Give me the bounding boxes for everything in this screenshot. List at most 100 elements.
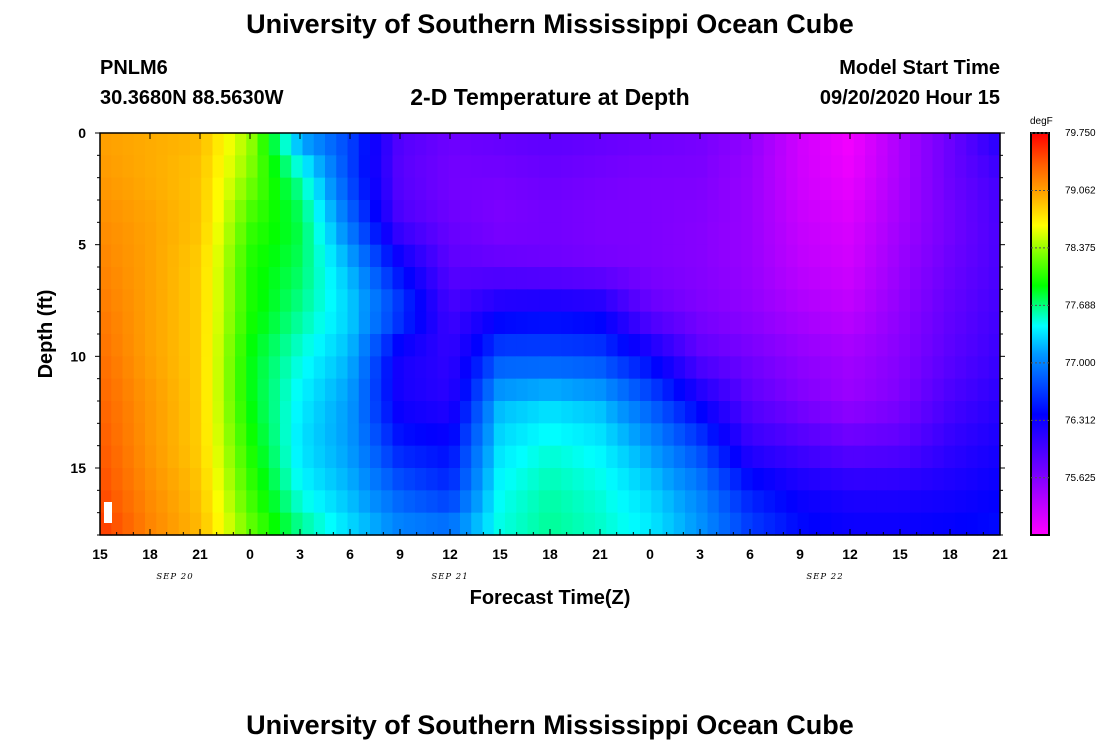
heatmap-cell — [302, 423, 315, 447]
heatmap-cell — [190, 423, 202, 447]
heatmap-cell — [696, 155, 709, 179]
heatmap-cell — [190, 490, 202, 514]
heatmap-cell — [370, 267, 382, 290]
heatmap-cell — [302, 378, 315, 402]
heatmap-cell — [426, 222, 439, 246]
heatmap-cell — [538, 512, 551, 536]
heatmap-cell — [167, 200, 180, 223]
heatmap-cell — [246, 401, 259, 424]
heatmap-cell — [943, 267, 956, 290]
heatmap-cell — [358, 378, 371, 402]
heatmap-cell — [561, 244, 574, 268]
heatmap-cell — [280, 445, 292, 469]
heatmap-cell — [527, 311, 540, 335]
heatmap-cell — [437, 222, 450, 246]
heatmap-cell — [381, 289, 394, 313]
heatmap-cell — [313, 289, 326, 313]
heatmap-cell — [268, 200, 281, 223]
heatmap-cell — [786, 334, 799, 357]
heatmap-cell — [685, 468, 697, 491]
heatmap-cell — [876, 356, 889, 380]
heatmap-cell — [111, 334, 124, 357]
heatmap-cell — [955, 222, 967, 246]
heatmap-cell — [561, 490, 574, 514]
heatmap-cell — [741, 244, 754, 268]
heatmap-cell — [595, 490, 607, 514]
heatmap-cell — [910, 378, 922, 402]
heatmap-cell — [280, 267, 292, 290]
heatmap-cell — [156, 512, 169, 536]
heatmap-cell — [527, 155, 540, 179]
heatmap-cell — [415, 334, 427, 357]
heatmap-cell — [167, 267, 180, 290]
heatmap-cell — [482, 468, 495, 491]
heatmap-cell — [257, 222, 270, 246]
heatmap-cell — [842, 334, 855, 357]
heatmap-cell — [730, 133, 742, 156]
heatmap-cell — [808, 356, 821, 380]
heatmap-cell — [707, 200, 720, 223]
heatmap-cell — [898, 490, 911, 514]
heatmap-cell — [257, 468, 270, 491]
heatmap-cell — [325, 334, 337, 357]
heatmap-cell — [685, 378, 697, 402]
heatmap-cell — [122, 267, 135, 290]
heatmap-cell — [820, 177, 832, 201]
heatmap-cell — [190, 334, 202, 357]
heatmap-cell — [662, 177, 675, 201]
heatmap-cell — [505, 133, 517, 156]
heatmap-cell — [516, 468, 529, 491]
heatmap-cell — [640, 289, 652, 313]
heatmap-cell — [268, 378, 281, 402]
heatmap-cell — [876, 267, 889, 290]
x-tick-label: 6 — [346, 546, 354, 562]
heatmap-cell — [842, 289, 855, 313]
heatmap-cell — [707, 289, 720, 313]
heatmap-cell — [887, 311, 900, 335]
heatmap-cell — [662, 512, 675, 536]
heatmap-cell — [955, 490, 967, 514]
heatmap-cell — [685, 445, 697, 469]
heatmap-cell — [100, 334, 112, 357]
heatmap-cell — [493, 423, 506, 447]
heatmap-cell — [673, 222, 686, 246]
heatmap-cell — [730, 200, 742, 223]
heatmap-cell — [617, 445, 630, 469]
heatmap-cell — [550, 244, 562, 268]
heatmap-cell — [347, 512, 360, 536]
heatmap-cell — [775, 200, 787, 223]
heatmap-cell — [527, 356, 540, 380]
heatmap-cell — [606, 378, 619, 402]
heatmap-cell — [741, 222, 754, 246]
heatmap-cell — [595, 133, 607, 156]
heatmap-cell — [268, 490, 281, 514]
heatmap-cell — [415, 177, 427, 201]
heatmap-cell — [167, 445, 180, 469]
heatmap-cell — [707, 222, 720, 246]
heatmap-cell — [640, 423, 652, 447]
heatmap-cell — [977, 222, 990, 246]
heatmap-cell — [910, 468, 922, 491]
heatmap-cell — [763, 200, 776, 223]
heatmap-cell — [932, 155, 945, 179]
heatmap-cell — [786, 490, 799, 514]
heatmap-cell — [426, 155, 439, 179]
heatmap-cell — [808, 267, 821, 290]
heatmap-cell — [133, 401, 146, 424]
heatmap-cell — [448, 267, 461, 290]
heatmap-cell — [448, 289, 461, 313]
heatmap-cell — [673, 311, 686, 335]
heatmap-cell — [201, 445, 214, 469]
heatmap-cell — [302, 155, 315, 179]
heatmap-cell — [100, 311, 112, 335]
heatmap-cell — [212, 445, 225, 469]
heatmap-cell — [628, 133, 641, 156]
heatmap-cell — [178, 445, 191, 469]
heatmap-cell — [460, 133, 472, 156]
heatmap-cell — [325, 468, 337, 491]
x-tick-label: 3 — [696, 546, 704, 562]
heatmap-cell — [336, 133, 349, 156]
heatmap-cell — [100, 423, 112, 447]
heatmap-cell — [190, 378, 202, 402]
heatmap-cell — [651, 512, 664, 536]
